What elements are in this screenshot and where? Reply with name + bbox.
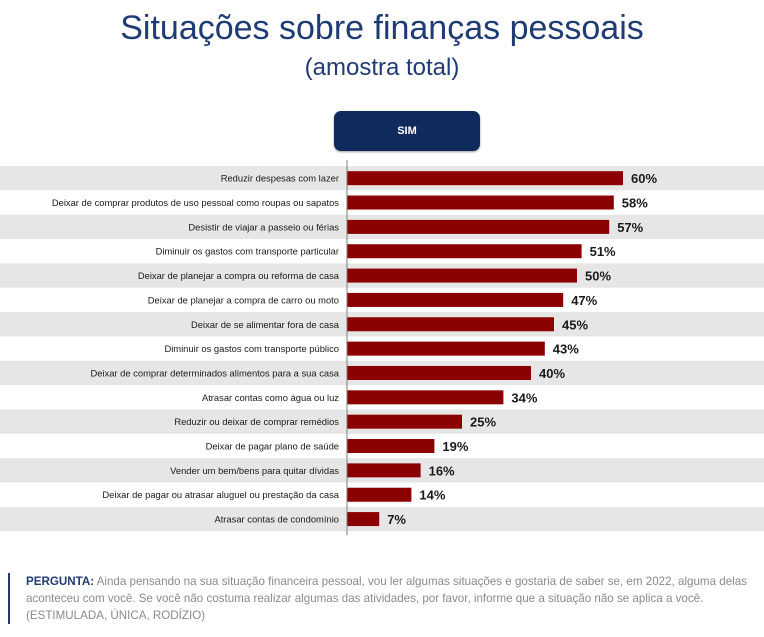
value-label: 58% bbox=[622, 196, 648, 211]
value-label: 7% bbox=[387, 512, 406, 527]
bar bbox=[347, 292, 564, 307]
value-label: 34% bbox=[511, 390, 537, 405]
bar bbox=[347, 341, 545, 356]
value-label: 14% bbox=[419, 488, 445, 503]
bar bbox=[347, 195, 614, 210]
bar-chart: Reduzir despesas com lazer 60% Deixar de c… bbox=[0, 160, 764, 536]
category-label: Reduzir ou deixar de comprar remédios bbox=[174, 416, 339, 427]
value-label: 40% bbox=[539, 366, 565, 381]
value-label: 45% bbox=[562, 317, 588, 332]
row-stripe bbox=[0, 506, 764, 532]
category-label: Diminuir os gastos com transporte públic… bbox=[164, 343, 339, 354]
bar bbox=[347, 439, 435, 454]
bar bbox=[347, 390, 504, 405]
value-label: 16% bbox=[429, 463, 455, 478]
category-label: Desistir de viajar a passeio ou férias bbox=[188, 221, 339, 232]
category-label: Deixar de planejar a compra de carro ou … bbox=[148, 294, 339, 305]
category-label: Deixar de pagar plano de saúde bbox=[206, 441, 339, 452]
bar bbox=[347, 512, 380, 527]
bar bbox=[347, 414, 462, 429]
value-label: 57% bbox=[617, 220, 643, 235]
question-footer: PERGUNTA: Ainda pensando na sua situação… bbox=[8, 573, 764, 624]
question-text: Ainda pensando na sua situação financeir… bbox=[26, 575, 747, 622]
value-label: 25% bbox=[470, 415, 496, 430]
category-label: Deixar de comprar produtos de uso pessoa… bbox=[52, 197, 339, 208]
value-label: 43% bbox=[553, 342, 579, 357]
bar bbox=[347, 219, 610, 234]
bar bbox=[347, 244, 582, 259]
category-label: Vender um bem/bens para quitar dívidas bbox=[170, 465, 339, 476]
chart-title: Situações sobre finanças pessoais bbox=[120, 9, 644, 47]
value-label: 51% bbox=[590, 244, 616, 259]
category-label: Diminuir os gastos com transporte partic… bbox=[156, 246, 339, 257]
question-label: PERGUNTA: bbox=[26, 575, 95, 588]
category-label: Reduzir despesas com lazer bbox=[221, 173, 339, 184]
category-label: Deixar de pagar ou atrasar aluguel ou pr… bbox=[102, 489, 339, 500]
column-header-sim: SIM bbox=[334, 111, 480, 151]
chart-subtitle: (amostra total) bbox=[304, 54, 460, 81]
bar bbox=[347, 487, 412, 502]
category-label: Atrasar contas de condomínio bbox=[214, 514, 339, 525]
value-label: 60% bbox=[631, 171, 657, 186]
category-label: Deixar de comprar determinados alimentos… bbox=[90, 367, 339, 378]
value-label: 47% bbox=[571, 293, 597, 308]
category-label: Deixar de planejar a compra ou reforma d… bbox=[138, 270, 340, 281]
bar bbox=[347, 463, 421, 478]
bar bbox=[347, 365, 531, 380]
category-label: Atrasar contas como água ou luz bbox=[202, 392, 339, 403]
bar bbox=[347, 268, 577, 283]
category-label: Deixar de se alimentar fora de casa bbox=[191, 319, 340, 330]
value-label: 19% bbox=[442, 439, 468, 454]
value-label: 50% bbox=[585, 269, 611, 284]
bar bbox=[347, 171, 623, 186]
bar bbox=[347, 317, 554, 332]
